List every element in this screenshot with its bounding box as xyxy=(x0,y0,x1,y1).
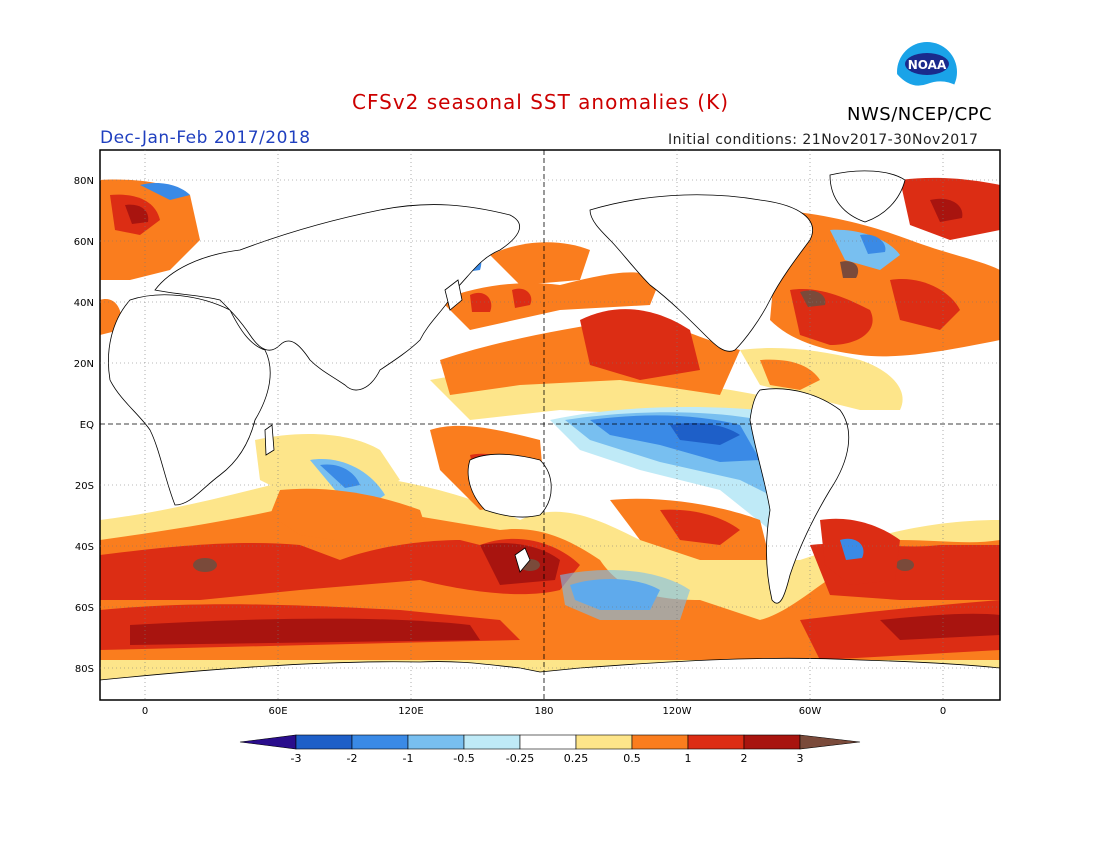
lon-label: 60W xyxy=(799,706,822,717)
colorbar-labels: -3 -2 -1 -0.5 -0.25 0.25 0.5 1 2 3 xyxy=(291,752,804,765)
lat-label: 20S xyxy=(75,481,94,492)
lat-label: 20N xyxy=(74,359,94,370)
continent-outlines xyxy=(100,170,1000,700)
lat-label: 80N xyxy=(74,176,94,187)
colorbar-swatch xyxy=(295,734,353,750)
initial-conditions: Initial conditions: 21Nov2017-30Nov2017 xyxy=(668,132,979,148)
colorbar-swatch xyxy=(351,734,409,750)
colorbar-label: -0.5 xyxy=(453,752,474,765)
noaa-logo: NOAA xyxy=(896,42,957,104)
colorbar-label: -1 xyxy=(403,752,414,765)
graticule xyxy=(100,150,1000,700)
lat-label: EQ xyxy=(80,420,94,431)
lat-labels: 80N 60N 40N 20N EQ 20S 40S 60S 80S xyxy=(74,176,94,675)
lat-label: 40N xyxy=(74,298,94,309)
logo-text: NOAA xyxy=(908,58,947,72)
lat-label: 80S xyxy=(75,664,94,675)
lon-label: 0 xyxy=(940,706,946,717)
colorbar-label: 1 xyxy=(685,752,692,765)
map-background xyxy=(100,150,1000,700)
season-label: Dec-Jan-Feb 2017/2018 xyxy=(100,128,311,148)
sst-anomaly-field xyxy=(100,177,1000,690)
colorbar-swatch xyxy=(743,734,801,750)
colorbar-swatch xyxy=(463,734,521,750)
lon-label: 180 xyxy=(534,706,553,717)
lat-label: 60N xyxy=(74,237,94,248)
organization-label: NWS/NCEP/CPC xyxy=(847,104,993,125)
lon-label: 60E xyxy=(268,706,287,717)
lon-label: 120E xyxy=(398,706,423,717)
colorbar-label: -0.25 xyxy=(506,752,534,765)
colorbar-swatch xyxy=(239,734,297,750)
map-title: CFSv2 seasonal SST anomalies (K) xyxy=(352,90,729,114)
colorbar-label: 3 xyxy=(797,752,804,765)
lon-label: 0 xyxy=(142,706,148,717)
map-frame xyxy=(99,149,1001,701)
lat-label: 60S xyxy=(75,603,94,614)
lat-label: 40S xyxy=(75,542,94,553)
colorbar-label: -3 xyxy=(291,752,302,765)
colorbar-swatch xyxy=(407,734,465,750)
colorbar-swatch xyxy=(519,734,577,750)
colorbar-swatch xyxy=(687,734,745,750)
colorbar-label: 0.5 xyxy=(623,752,641,765)
colorbar xyxy=(239,734,861,750)
colorbar-swatch xyxy=(631,734,689,750)
lon-labels: 0 60E 120E 180 120W 60W 0 xyxy=(142,706,946,717)
lon-label: 120W xyxy=(663,706,692,717)
colorbar-label: -2 xyxy=(347,752,358,765)
colorbar-swatch xyxy=(799,734,861,750)
colorbar-swatch xyxy=(575,734,633,750)
colorbar-label: 0.25 xyxy=(564,752,589,765)
colorbar-label: 2 xyxy=(741,752,748,765)
